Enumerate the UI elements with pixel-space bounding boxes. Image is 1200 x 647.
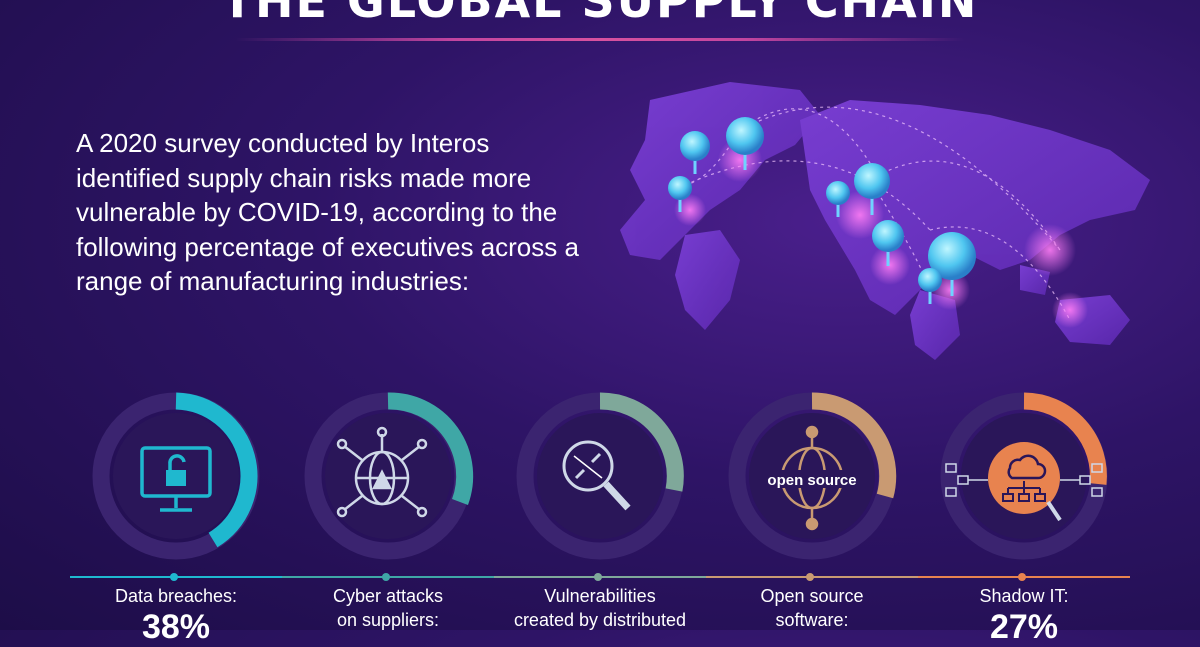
globe-alert-icon — [336, 426, 428, 518]
donut-chart: open source — [728, 392, 897, 560]
page-title: THE GLOBAL SUPPLY CHAIN — [221, 0, 979, 28]
world-map-illustration — [620, 82, 1150, 360]
donut-chart — [940, 392, 1108, 560]
title-underline — [235, 38, 965, 41]
stat-data-breaches: Data breaches: 38% — [70, 380, 282, 646]
stats-row: Data breaches: 38% Cyber attacks on supp… — [0, 380, 1200, 646]
stat-label: Vulnerabilities created by distributed — [513, 586, 687, 630]
intro-text: A 2020 survey conducted by Interos ident… — [76, 128, 579, 296]
stat-cyber-attacks: Cyber attacks on suppliers: — [282, 380, 494, 630]
open-source-icon-text: open source — [767, 472, 856, 489]
stat-value: 38% — [141, 608, 211, 646]
stat-shadow-it: Shadow IT: 27% — [918, 380, 1130, 646]
stat-divider — [918, 573, 1130, 581]
stat-divider — [706, 573, 918, 581]
stat-divider — [282, 573, 494, 581]
cloud-network-icon — [945, 442, 1103, 522]
stat-divider — [70, 573, 282, 581]
stat-vulnerabilities: Vulnerabilities created by distributed — [494, 380, 706, 630]
stat-label: Data breaches: — [114, 586, 238, 606]
stat-label: Shadow IT: — [979, 586, 1069, 606]
stat-value: 27% — [989, 608, 1059, 646]
stat-label: Cyber attacks on suppliers: — [332, 586, 444, 630]
donut-chart — [516, 392, 684, 560]
stat-divider — [494, 573, 706, 581]
stat-label: Open source software: — [760, 586, 864, 630]
connection-arcs — [684, 106, 1071, 321]
virus-pin-icons — [668, 117, 976, 304]
donut-chart — [304, 392, 474, 560]
stat-open-source: open source Open source software: — [706, 380, 918, 630]
unlocked-monitor-icon — [140, 446, 212, 512]
donut-chart — [92, 392, 260, 560]
broken-link-magnifier-icon — [562, 440, 631, 511]
open-source-banner — [762, 470, 862, 488]
